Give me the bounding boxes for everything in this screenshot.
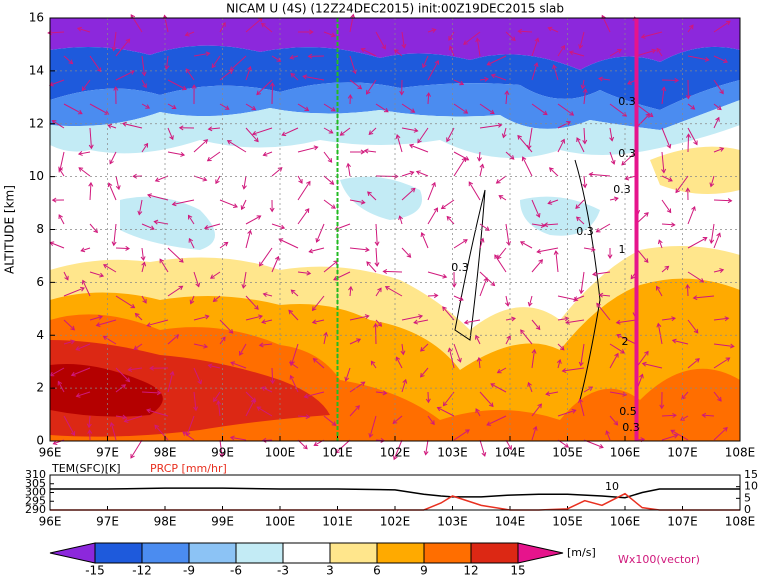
- chart-title: NICAM U (4S) (12Z24DEC2015) init:00Z19DE…: [226, 2, 564, 16]
- y-tick-label: 14: [29, 63, 44, 77]
- x-tick-label: 99E: [211, 446, 234, 460]
- x-tick-label: 105E: [552, 515, 583, 529]
- colorbar-swatch: [377, 543, 424, 563]
- colorbar-swatch: [95, 543, 142, 563]
- y-tick-label: 6: [36, 275, 44, 289]
- colorbar-label: 12: [463, 564, 478, 576]
- legend-label: TEM(SFC)[K]: [51, 462, 121, 475]
- x-tick-label: 96E: [39, 446, 62, 460]
- contour-label: 1: [619, 243, 626, 256]
- colorbar-swatch: [518, 543, 563, 563]
- y-axis-label: ALTITUDE [km]: [3, 185, 17, 274]
- vector-label: Wx100(vector): [618, 553, 700, 566]
- y-tick-label: 4: [36, 328, 44, 342]
- x-tick-label: 108E: [725, 515, 756, 529]
- colorbar-swatch: [50, 543, 95, 563]
- wind-vector: [131, 440, 142, 458]
- x-tick-label: 99E: [211, 515, 234, 529]
- y-tick-label: 10: [29, 169, 44, 183]
- y-tick-label: 8: [36, 222, 44, 236]
- colorbar-label: 15: [510, 564, 525, 576]
- x-tick-label: 98E: [154, 515, 177, 529]
- x-tick-label: 101E: [322, 446, 353, 460]
- contour-label: 0.3: [576, 225, 594, 238]
- x-tick-label: 107E: [667, 446, 698, 460]
- y2-tick-label: 15: [744, 468, 758, 481]
- x-tick-label: 103E: [437, 515, 468, 529]
- colorbar-label: -3: [277, 564, 289, 576]
- colorbar-swatch: [424, 543, 471, 563]
- y-tick-label: 310: [25, 468, 46, 481]
- y-tick-label: 2: [36, 381, 44, 395]
- x-tick-label: 105E: [552, 446, 583, 460]
- colorbar-label: 6: [373, 564, 381, 576]
- colorbar-label: -15: [85, 564, 105, 576]
- colorbar-label: -12: [132, 564, 152, 576]
- colorbar-label: -9: [183, 564, 195, 576]
- x-tick-label: 104E: [495, 446, 526, 460]
- colorbar-label: -6: [230, 564, 242, 576]
- x-tick-label: 106E: [610, 446, 641, 460]
- x-tick-label: 102E: [380, 515, 411, 529]
- x-tick-label: 106E: [610, 515, 641, 529]
- colorbar-swatch: [471, 543, 518, 563]
- wind-vector: [662, 80, 678, 81]
- x-tick-label: 101E: [322, 515, 353, 529]
- y2-tick-label: 5: [744, 491, 751, 504]
- colorbar-swatch: [283, 543, 330, 563]
- x-tick-label: 108E: [725, 446, 756, 460]
- panel-frame: [50, 475, 740, 510]
- colorbar-label: 3: [326, 564, 334, 576]
- colorbar-swatch: [142, 543, 189, 563]
- y-tick-label: 0: [36, 434, 44, 448]
- x-tick-label: 100E: [265, 515, 296, 529]
- contour-label: 0.5: [619, 405, 637, 418]
- wind-vector: [272, 368, 273, 383]
- line-annotation: 10: [605, 480, 619, 493]
- colorbar-swatch: [189, 543, 236, 563]
- series-line: [50, 488, 740, 498]
- x-tick-label: 97E: [96, 515, 119, 529]
- y-tick-label: 16: [29, 11, 44, 25]
- wind-vector: [383, 271, 402, 272]
- x-tick-label: 107E: [667, 515, 698, 529]
- contour-label: 0.3: [622, 421, 640, 434]
- x-tick-label: 98E: [154, 446, 177, 460]
- y2-tick-label: 0: [744, 503, 751, 516]
- x-tick-label: 96E: [39, 515, 62, 529]
- x-tick-label: 97E: [96, 446, 119, 460]
- x-tick-label: 102E: [380, 446, 411, 460]
- colorbar-swatch: [330, 543, 377, 563]
- legend-label: PRCP [mm/hr]: [150, 462, 227, 475]
- x-tick-label: 100E: [265, 446, 296, 460]
- colorbar-label: 9: [420, 564, 428, 576]
- y-tick-label: 12: [29, 116, 44, 130]
- colorbar-unit: [m/s]: [567, 546, 596, 559]
- contour-label: 0.3: [618, 95, 636, 108]
- wind-vector: [272, 83, 273, 104]
- wind-vector: [688, 134, 689, 152]
- contour-label: 0.3: [613, 183, 631, 196]
- contour-label: 0.3: [451, 261, 469, 274]
- x-tick-label: 103E: [437, 446, 468, 460]
- wind-vector: [116, 248, 129, 249]
- y2-tick-label: 10: [744, 480, 758, 493]
- colorbar-swatch: [236, 543, 283, 563]
- contour-label: 0.3: [618, 147, 636, 160]
- x-tick-label: 104E: [495, 515, 526, 529]
- contour-label: 2: [622, 335, 629, 348]
